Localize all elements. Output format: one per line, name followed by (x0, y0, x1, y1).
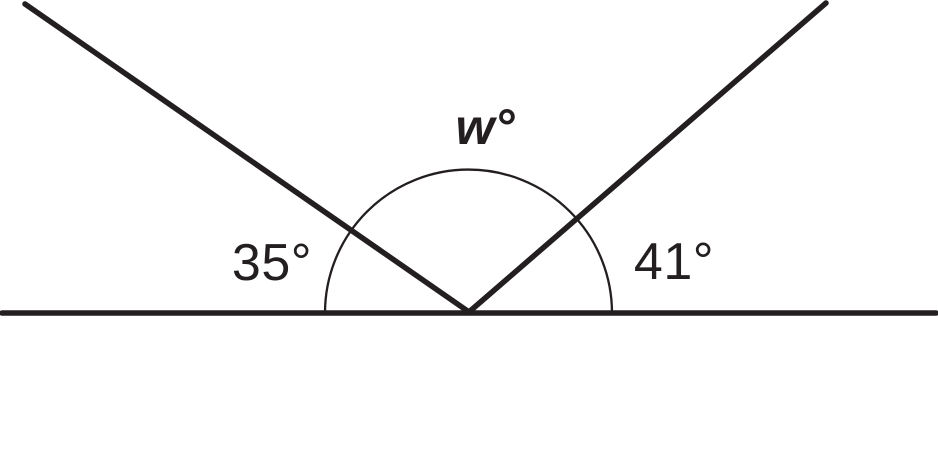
top-angle-label: w° (456, 99, 516, 155)
right-angle-label: 41° (634, 233, 714, 291)
left-angle-label: 35° (232, 234, 312, 292)
right-ray (466, 0, 829, 315)
left-ray (22, 1, 472, 315)
angle-arc (323, 168, 614, 314)
